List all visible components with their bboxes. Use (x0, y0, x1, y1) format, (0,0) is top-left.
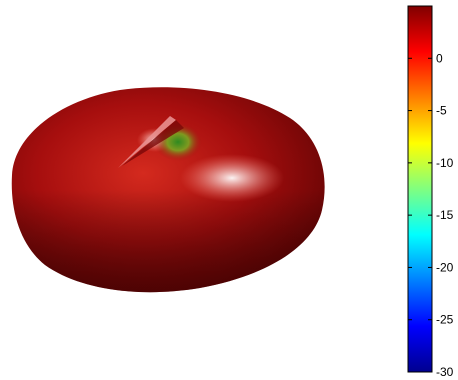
surface-spike (118, 116, 176, 168)
surface-highlight (180, 154, 284, 202)
colorbar-tick-label: -5 (436, 104, 447, 118)
colorbar-tick-label: -10 (436, 156, 454, 170)
surface-underside-shading (11, 87, 325, 293)
colorbar-tick-label: -25 (436, 313, 454, 327)
colorbar-tick-label: -30 (436, 365, 454, 379)
colorbar: 0 -5 -10 -15 -20 -25 -30 (407, 5, 454, 379)
colorbar-tick-label: 0 (436, 51, 443, 65)
surface-spike-shadow (122, 120, 184, 166)
colorbar-tick-label: -15 (436, 208, 454, 222)
colorbar-tick-label: -20 (436, 260, 454, 274)
colorbar-ticks: 0 -5 -10 -15 -20 -25 -30 (408, 51, 454, 379)
colorbar-gradient (407, 5, 433, 373)
surface-shape (11, 87, 325, 293)
